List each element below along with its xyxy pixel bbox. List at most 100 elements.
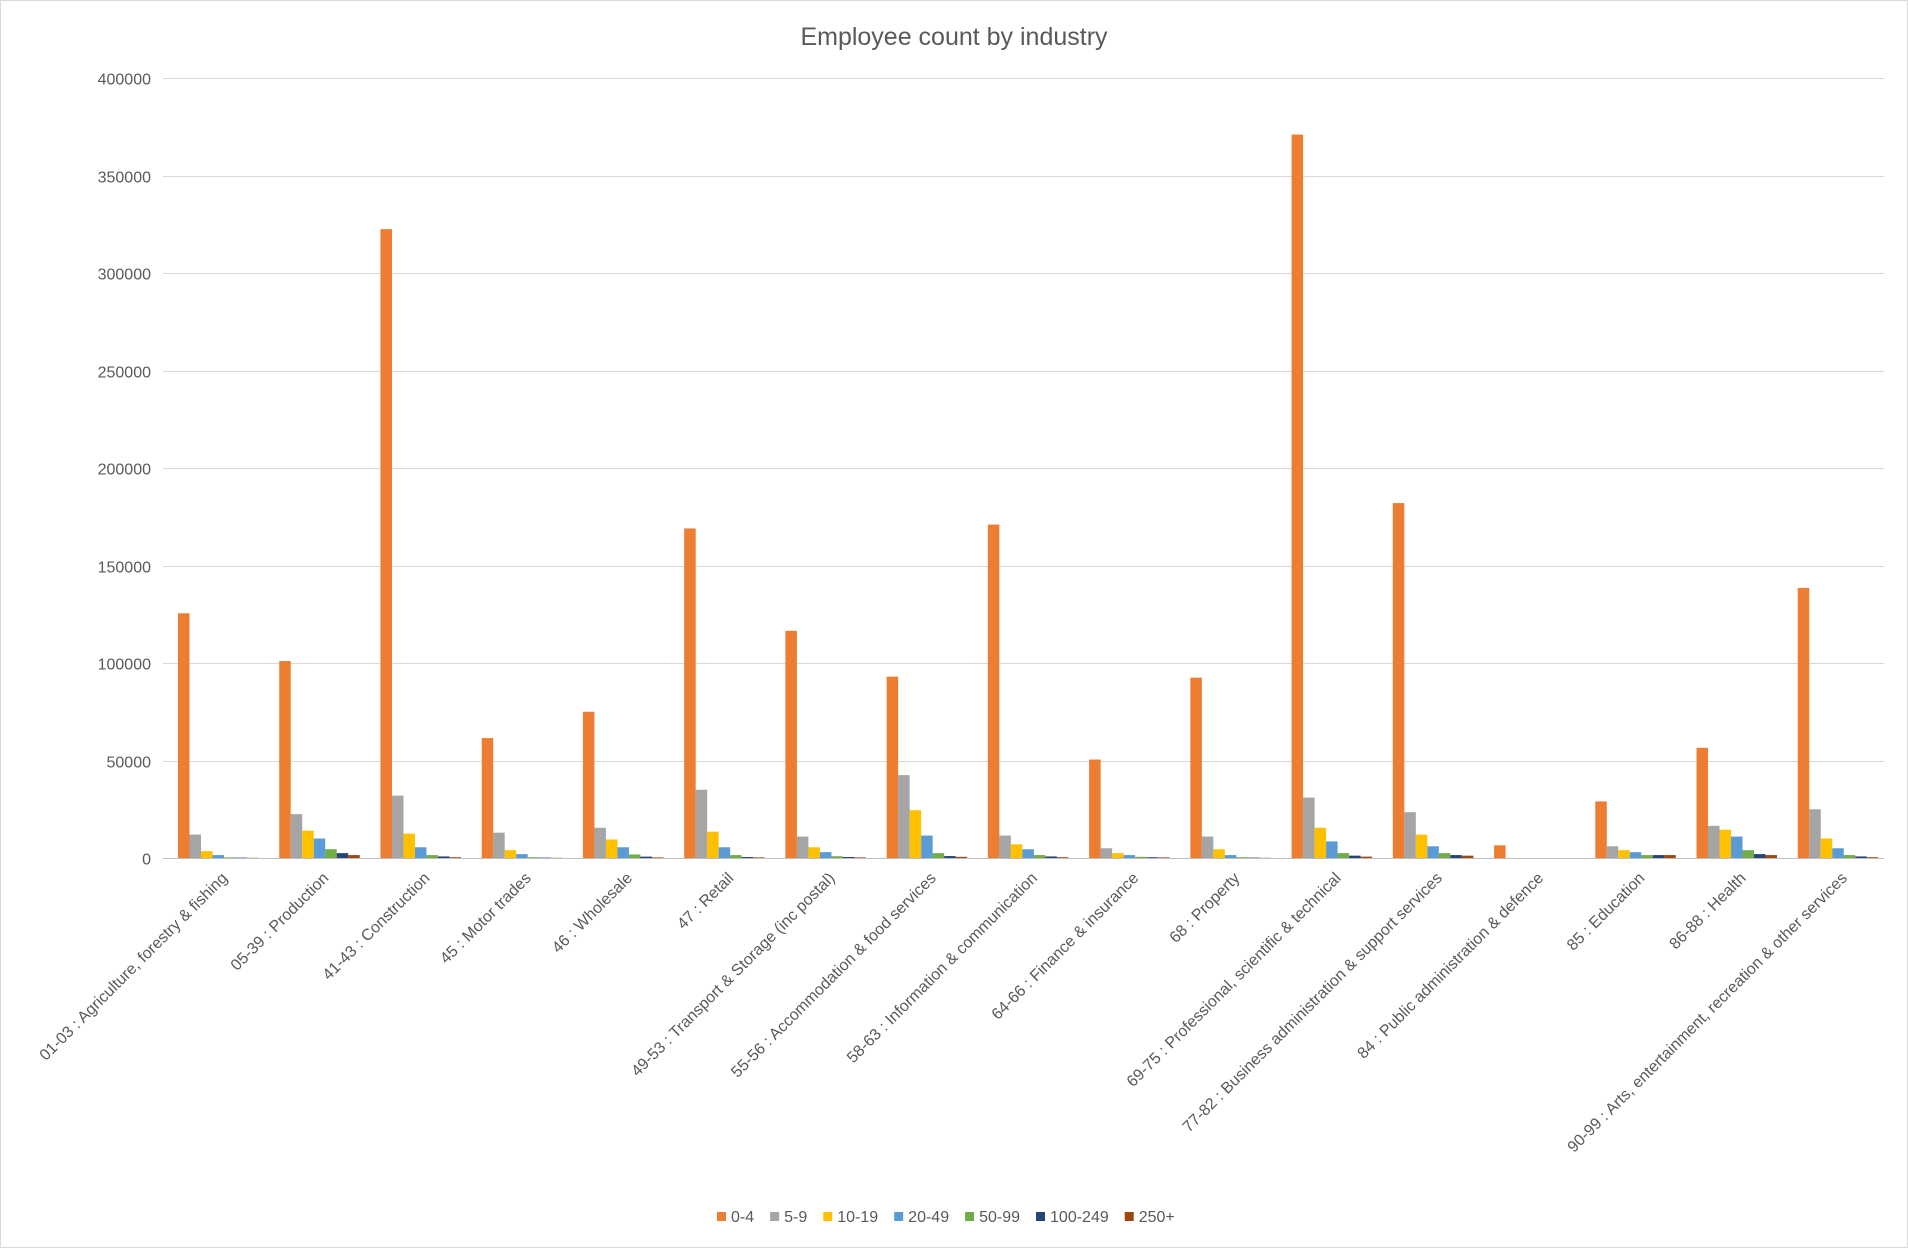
x-tick-label: 41-43 : Construction — [320, 870, 434, 984]
bar-0-4-2 — [380, 229, 392, 859]
legend-swatch-5-9 — [770, 1212, 780, 1221]
bar-20-49-8 — [1022, 849, 1034, 858]
bar-5-9-8 — [999, 835, 1011, 858]
bar-250+-5 — [753, 857, 765, 858]
x-tick-label: 01-03 : Agriculture, forestry & fishing — [37, 870, 231, 1064]
bar-250+-2 — [449, 857, 461, 858]
bar-100-249-16 — [1855, 856, 1867, 858]
y-tick-label: 400000 — [98, 72, 151, 89]
bar-10-19-7 — [909, 810, 922, 858]
chart-title: Employee count by industry — [800, 23, 1108, 51]
legend-swatch-50-99 — [965, 1212, 975, 1221]
legend-label: 100-249 — [1050, 1209, 1109, 1226]
gridlines — [163, 78, 1884, 762]
bar-250+-15 — [1765, 855, 1778, 858]
x-tick-label: 84 : Public administration & defence — [1355, 870, 1548, 1063]
x-tick-label: 45 : Motor trades — [437, 870, 535, 968]
y-tick-label: 250000 — [98, 365, 151, 382]
bar-10-19-2 — [403, 833, 415, 859]
bar-10-19-4 — [605, 839, 618, 858]
bar-10-19-16 — [1820, 838, 1833, 858]
y-tick-label: 0 — [142, 852, 151, 869]
bar-10-19-1 — [302, 830, 314, 858]
bar-50-99-2 — [426, 855, 438, 858]
bar-100-249-1 — [336, 853, 349, 859]
bar-10-19-6 — [808, 847, 820, 858]
bar-10-19-9 — [1112, 853, 1124, 859]
bar-0-4-7 — [886, 676, 899, 858]
bar-20-49-16 — [1832, 848, 1844, 858]
bar-50-99-16 — [1843, 855, 1856, 858]
bar-10-19-5 — [707, 831, 719, 858]
bar-20-49-1 — [313, 838, 326, 858]
bar-10-19-3 — [504, 850, 517, 858]
bar-250+-4 — [651, 857, 664, 858]
bar-0-4-10 — [1190, 677, 1202, 859]
bar-5-9-5 — [695, 789, 708, 858]
bar-5-9-12 — [1404, 812, 1416, 858]
bar-5-9-11 — [1303, 797, 1315, 858]
bar-5-9-16 — [1809, 809, 1821, 858]
bar-250+-8 — [1056, 857, 1069, 858]
bar-250+-1 — [348, 855, 360, 858]
bar-10-19-0 — [201, 851, 213, 858]
bar-20-49-0 — [212, 855, 224, 858]
bar-20-49-3 — [516, 854, 528, 858]
bar-250+-6 — [854, 857, 866, 858]
bar-20-49-4 — [617, 847, 629, 858]
bar-20-49-7 — [921, 835, 933, 858]
bar-10-19-14 — [1618, 850, 1630, 858]
bar-50-99-8 — [1033, 855, 1046, 858]
x-tick-label: 49-53 : Transport & Storage (inc postal) — [628, 870, 838, 1080]
bar-50-99-1 — [325, 849, 337, 858]
bar-100-249-6 — [842, 857, 855, 858]
y-tick-label: 150000 — [98, 560, 151, 577]
bar-100-249-8 — [1045, 856, 1057, 858]
bar-0-4-3 — [481, 738, 494, 858]
bar-20-49-2 — [414, 847, 427, 858]
bar-100-249-4 — [640, 856, 652, 858]
bar-100-249-7 — [944, 856, 956, 858]
legend-label: 10-19 — [837, 1209, 878, 1226]
bar-250+-9 — [1158, 857, 1170, 858]
legend-label: 250+ — [1139, 1209, 1175, 1226]
x-tick-label: 55-56 : Accommodation & food services — [728, 870, 939, 1081]
bar-50-99-6 — [831, 856, 843, 858]
bar-0-4-16 — [1797, 587, 1810, 858]
bar-50-99-5 — [730, 855, 742, 858]
bar-100-249-9 — [1146, 857, 1159, 858]
bar-20-49-6 — [819, 852, 832, 858]
bar-0-4-15 — [1696, 747, 1709, 858]
bar-250+-16 — [1866, 857, 1879, 858]
bar-0-4-14 — [1595, 801, 1607, 858]
bar-100-249-15 — [1754, 854, 1766, 858]
bar-50-99-4 — [628, 854, 641, 858]
bar-100-249-5 — [741, 857, 754, 858]
bar-50-99-12 — [1438, 853, 1451, 859]
x-tick-label: 05-39 : Production — [228, 870, 332, 974]
x-tick-label: 86-88 : Health — [1667, 870, 1750, 953]
bar-5-9-2 — [391, 795, 404, 858]
bar-0-4-8 — [987, 524, 1000, 858]
bar-100-249-2 — [437, 856, 450, 858]
bar-0-4-5 — [684, 528, 696, 858]
bar-50-99-9 — [1135, 856, 1147, 858]
bar-10-19-12 — [1415, 834, 1428, 858]
y-tick-label: 300000 — [98, 267, 151, 284]
bar-5-9-6 — [796, 836, 809, 858]
bar-5-9-10 — [1201, 836, 1214, 858]
x-tick-label: 58-63 : Information & communication — [844, 870, 1041, 1067]
bar-0-4-11 — [1291, 134, 1304, 859]
bar-250+-12 — [1461, 855, 1474, 858]
bar-50-99-11 — [1337, 853, 1350, 859]
x-tick-label: 85 : Education — [1564, 870, 1648, 954]
legend-label: 5-9 — [784, 1209, 807, 1226]
bar-20-49-12 — [1427, 846, 1439, 858]
bars — [178, 134, 1879, 859]
bar-100-249-11 — [1349, 855, 1361, 858]
bar-100-249-12 — [1450, 855, 1462, 858]
bar-20-49-11 — [1326, 841, 1338, 858]
bar-250+-7 — [955, 856, 968, 858]
